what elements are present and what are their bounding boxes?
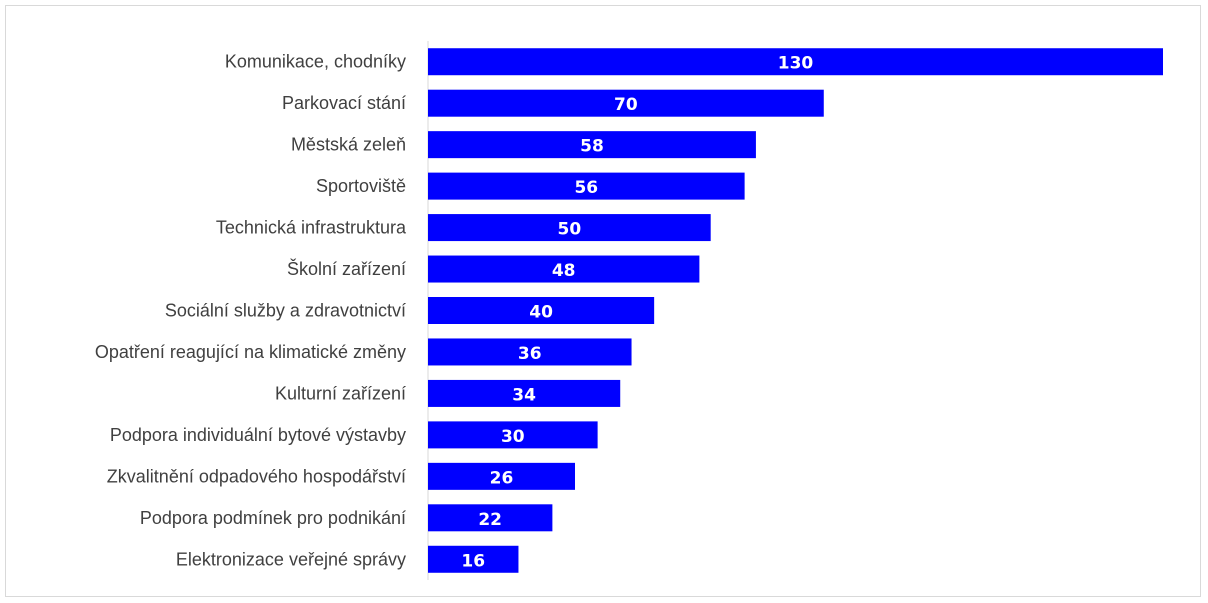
labels-layer: Komunikace, chodníky 130 Parkovací stání 70…: [95, 52, 814, 572]
value-label: 16: [461, 551, 485, 571]
value-label: 70: [614, 95, 638, 115]
category-label: Sociální služby a zdravotnictví: [165, 301, 406, 321]
value-label: 130: [778, 54, 814, 74]
bar: [428, 172, 745, 200]
value-label: 36: [518, 344, 542, 364]
value-label: 40: [529, 303, 553, 323]
bar: [428, 504, 553, 532]
value-label: 50: [558, 220, 582, 240]
bar: [428, 545, 519, 573]
category-label: Podpora individuální bytové výstavby: [110, 425, 406, 445]
category-label: Zkvalitnění odpadového hospodářství: [107, 466, 406, 486]
category-label: Technická infrastruktura: [216, 218, 407, 238]
category-label: Parkovací stání: [282, 93, 406, 113]
value-label: 58: [580, 137, 604, 157]
category-label: Opatření reagující na klimatické změny: [95, 342, 406, 362]
bar: [428, 462, 575, 490]
bar: [428, 379, 621, 407]
bar: [428, 338, 632, 366]
bar: [428, 297, 655, 324]
bar: [428, 214, 711, 242]
bar: [428, 255, 700, 283]
value-label: 34: [512, 385, 536, 405]
category-label: Školní zařízení: [287, 258, 406, 279]
category-label: Elektronizace veřejné správy: [176, 549, 406, 569]
value-label: 30: [501, 427, 525, 447]
bar: [428, 89, 824, 117]
value-label: 22: [478, 510, 502, 530]
category-label: Sportoviště: [316, 176, 406, 196]
value-label: 26: [490, 468, 514, 488]
bar: [428, 421, 598, 449]
bars-layer: [428, 48, 1163, 573]
category-label: Podpora podmínek pro podnikání: [140, 508, 406, 528]
category-label: Komunikace, chodníky: [225, 52, 406, 72]
value-label: 48: [552, 261, 576, 281]
value-label: 56: [574, 178, 598, 198]
category-label: Kulturní zařízení: [275, 383, 406, 403]
bar: [428, 131, 756, 159]
category-label: Městská zeleň: [291, 135, 406, 155]
bar: [428, 48, 1163, 76]
